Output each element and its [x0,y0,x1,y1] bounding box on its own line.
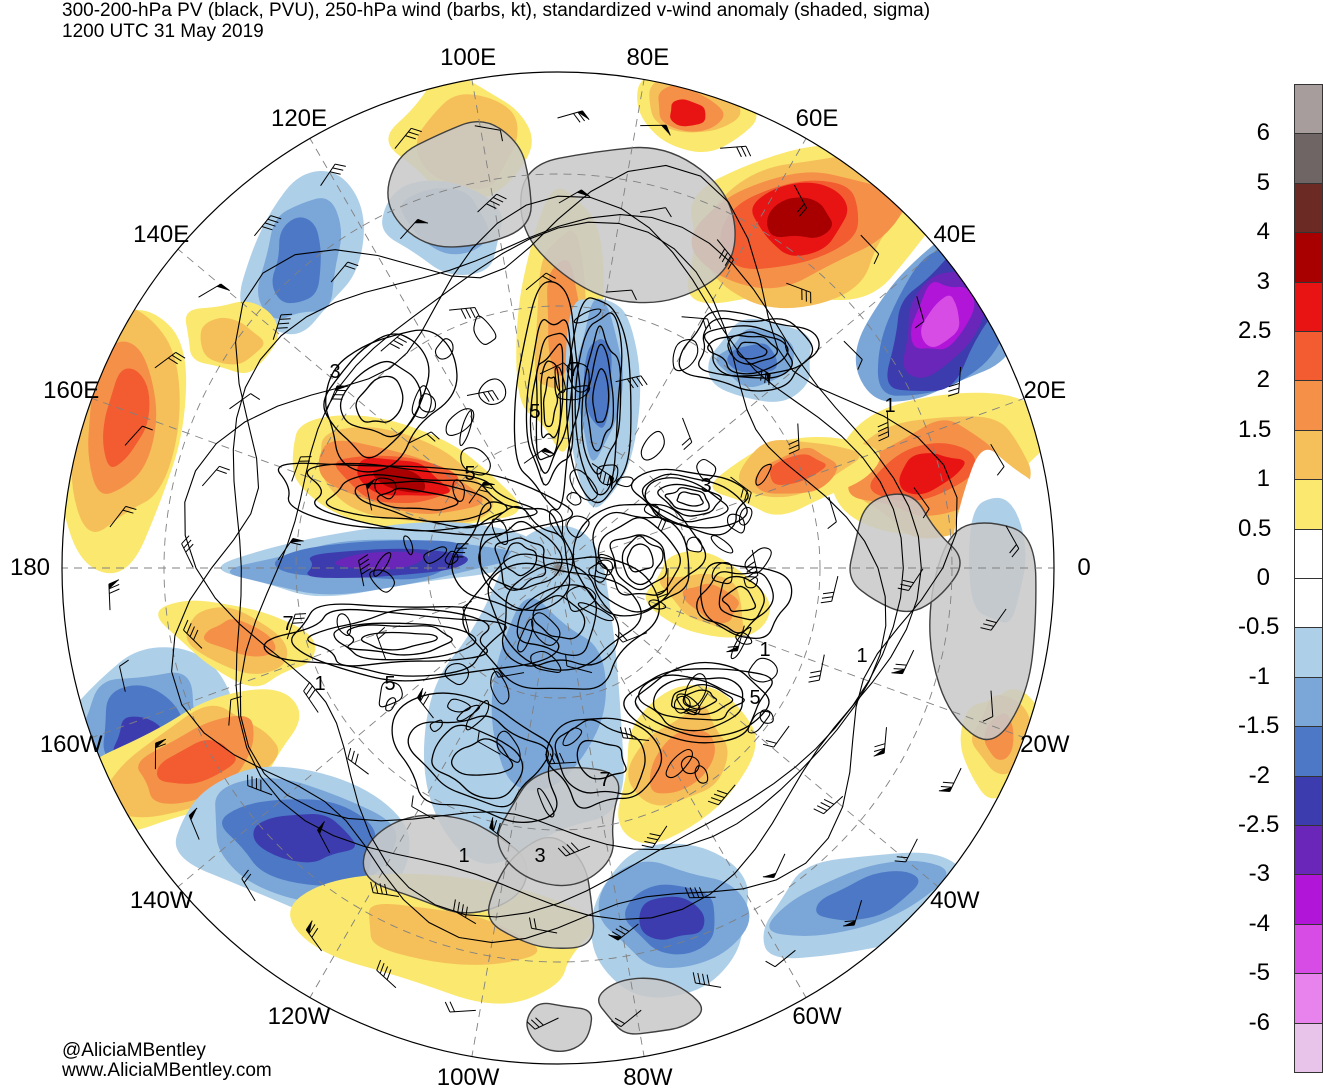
pv-contour-label: 1 [314,673,325,695]
colorbar-tick-label: -6 [1238,1011,1270,1035]
longitude-label: 40E [933,223,976,247]
colorbar-swatch [1294,825,1323,875]
colorbar-swatch [1294,776,1323,826]
colorbar-swatch [1294,726,1323,776]
pv-contour-label: 3 [329,361,340,383]
colorbar-swatch [1294,1023,1323,1073]
colorbar-swatch [1294,627,1323,677]
pv-contour-label: 5 [749,687,760,709]
pv-contour-label: 7 [599,769,610,791]
colorbar-tick-label: 1.5 [1238,418,1270,442]
colorbar-tick-label: -2 [1238,764,1270,788]
longitude-label: 0 [1077,556,1090,580]
colorbar [1294,84,1323,1072]
longitude-label: 160E [43,379,99,403]
colorbar-swatch [1294,84,1323,134]
colorbar-tick-label: 3 [1238,270,1270,294]
colorbar-tick-label: -2.5 [1238,813,1270,837]
pv-contour-label: 3 [700,475,711,497]
longitude-label: 80E [627,46,670,70]
credit-handle: @AliciaMBentley [62,1040,206,1061]
longitude-label: 40W [930,889,979,913]
longitude-label: 120E [271,107,327,131]
colorbar-swatch [1294,973,1323,1023]
colorbar-tick-label: 6 [1238,121,1270,145]
pv-contour-label: 1 [856,645,867,667]
colorbar-tick-label: 4 [1238,220,1270,244]
colorbar-tick-label: 2.5 [1238,319,1270,343]
colorbar-tick-label: -3 [1238,862,1270,886]
colorbar-swatch [1294,578,1323,628]
longitude-label: 20E [1023,379,1066,403]
longitude-label: 160W [40,733,103,757]
colorbar-tick-label: -5 [1238,961,1270,985]
pv-contour-label: 7 [568,359,579,381]
colorbar-swatch [1294,282,1323,332]
colorbar-tick-label: 5 [1238,171,1270,195]
colorbar-tick-label: 2 [1238,368,1270,392]
colorbar-tick-label: 1 [1238,467,1270,491]
colorbar-tick-label: -0.5 [1238,615,1270,639]
longitude-label: 80W [623,1066,672,1090]
colorbar-tick-label: 0.5 [1238,517,1270,541]
longitude-label: 120W [268,1005,331,1029]
pv-contour-label: 5 [529,401,540,423]
credit-url: www.AliciaMBentley.com [62,1060,272,1081]
colorbar-tick-label: 0 [1238,566,1270,590]
longitude-label: 140W [130,889,193,913]
pv-contour-label: 5 [384,673,395,695]
longitude-label: 20W [1020,733,1069,757]
longitude-label: 140E [133,223,189,247]
longitude-label: 100E [440,46,496,70]
pv-contour-label: 3 [534,845,545,867]
colorbar-swatch [1294,232,1323,282]
longitude-label: 60W [792,1005,841,1029]
colorbar-swatch [1294,677,1323,727]
longitude-label: 60E [796,107,839,131]
colorbar-swatch [1294,133,1323,183]
colorbar-tick-label: -4 [1238,912,1270,936]
colorbar-swatch [1294,380,1323,430]
colorbar-tick-label: -1 [1238,665,1270,689]
colorbar-tick-label: -1.5 [1238,714,1270,738]
colorbar-swatch [1294,924,1323,974]
pv-contour-label: 1 [759,639,770,661]
colorbar-swatch [1294,430,1323,480]
pv-contour-label: 1 [458,845,469,867]
colorbar-swatch [1294,331,1323,381]
colorbar-swatch [1294,874,1323,924]
pv-contour-label: 7 [282,613,293,635]
longitude-label: 180 [10,556,50,580]
colorbar-swatch [1294,479,1323,529]
pv-contour-label: 1 [884,395,895,417]
colorbar-swatch [1294,183,1323,233]
colorbar-swatch [1294,529,1323,579]
pv-contour-label: 5 [464,463,475,485]
longitude-label: 100W [437,1066,500,1090]
